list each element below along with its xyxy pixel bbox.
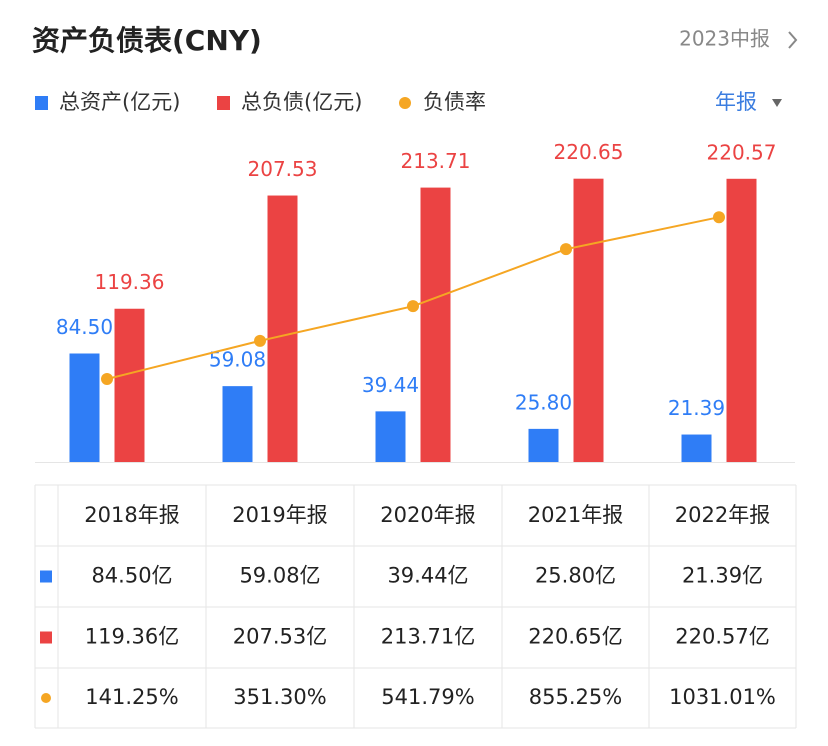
value-label: 207.53 [248, 157, 318, 181]
row-marker [41, 693, 51, 703]
bar [222, 386, 253, 462]
legend-swatch [399, 97, 411, 109]
table-cell: 59.08亿 [239, 564, 320, 588]
table-cell: 39.44亿 [387, 564, 468, 588]
table-cell: 213.71亿 [381, 625, 475, 649]
table-cell: 1031.01% [669, 685, 776, 709]
table-cell: 21.39亿 [682, 564, 763, 588]
legend-swatch [217, 96, 230, 110]
bar [573, 178, 604, 462]
bar [375, 411, 406, 462]
table-cell: 220.57亿 [675, 625, 769, 649]
bar [420, 187, 451, 462]
line [106, 216, 720, 380]
table-header: 2022年报 [675, 503, 770, 527]
legend-label: 总负债(亿元) [241, 90, 362, 114]
point [560, 243, 572, 256]
chart-title: 资产负债表(CNY) [32, 24, 262, 57]
point [101, 373, 113, 386]
table-header: 2019年报 [232, 503, 327, 527]
value-label: 21.39 [668, 396, 725, 420]
table-cell: 207.53亿 [233, 625, 327, 649]
point [713, 211, 725, 224]
frequency-selector[interactable]: 年报 [715, 90, 757, 114]
bar [528, 428, 559, 462]
chevron [788, 31, 798, 49]
table-header: 2021年报 [528, 503, 623, 527]
table-cell: 351.30% [233, 685, 326, 709]
value-label: 39.44 [362, 373, 419, 397]
legend-label: 总资产(亿元) [59, 90, 180, 114]
legend-label: 负债率 [423, 90, 486, 114]
table-cell: 119.36亿 [85, 625, 179, 649]
table-cell: 220.65亿 [528, 625, 622, 649]
bar [726, 178, 757, 462]
table-cell: 25.80亿 [535, 564, 616, 588]
point [254, 334, 266, 347]
value-label: 84.50 [56, 315, 113, 339]
bar [681, 434, 712, 462]
table-cell: 84.50亿 [91, 564, 172, 588]
table-cell: 855.25% [529, 685, 622, 709]
value-label: 119.36 [95, 270, 165, 294]
period-selector[interactable]: 2023中报 [679, 27, 770, 51]
table-header: 2020年报 [380, 503, 475, 527]
value-label: 25.80 [515, 390, 572, 414]
value-label: 220.65 [554, 140, 624, 164]
legend-swatch [35, 96, 48, 110]
row-marker [40, 570, 52, 583]
table-header: 2018年报 [84, 503, 179, 527]
table-cell: 141.25% [85, 685, 178, 709]
row-marker [40, 631, 52, 644]
table-cell: 541.79% [381, 685, 474, 709]
dropdown-arrow [772, 99, 782, 107]
bar [114, 308, 145, 462]
value-label: 220.57 [707, 140, 777, 164]
value-label: 213.71 [401, 149, 471, 173]
bar [267, 195, 298, 462]
point [407, 300, 419, 313]
bar [69, 353, 100, 462]
